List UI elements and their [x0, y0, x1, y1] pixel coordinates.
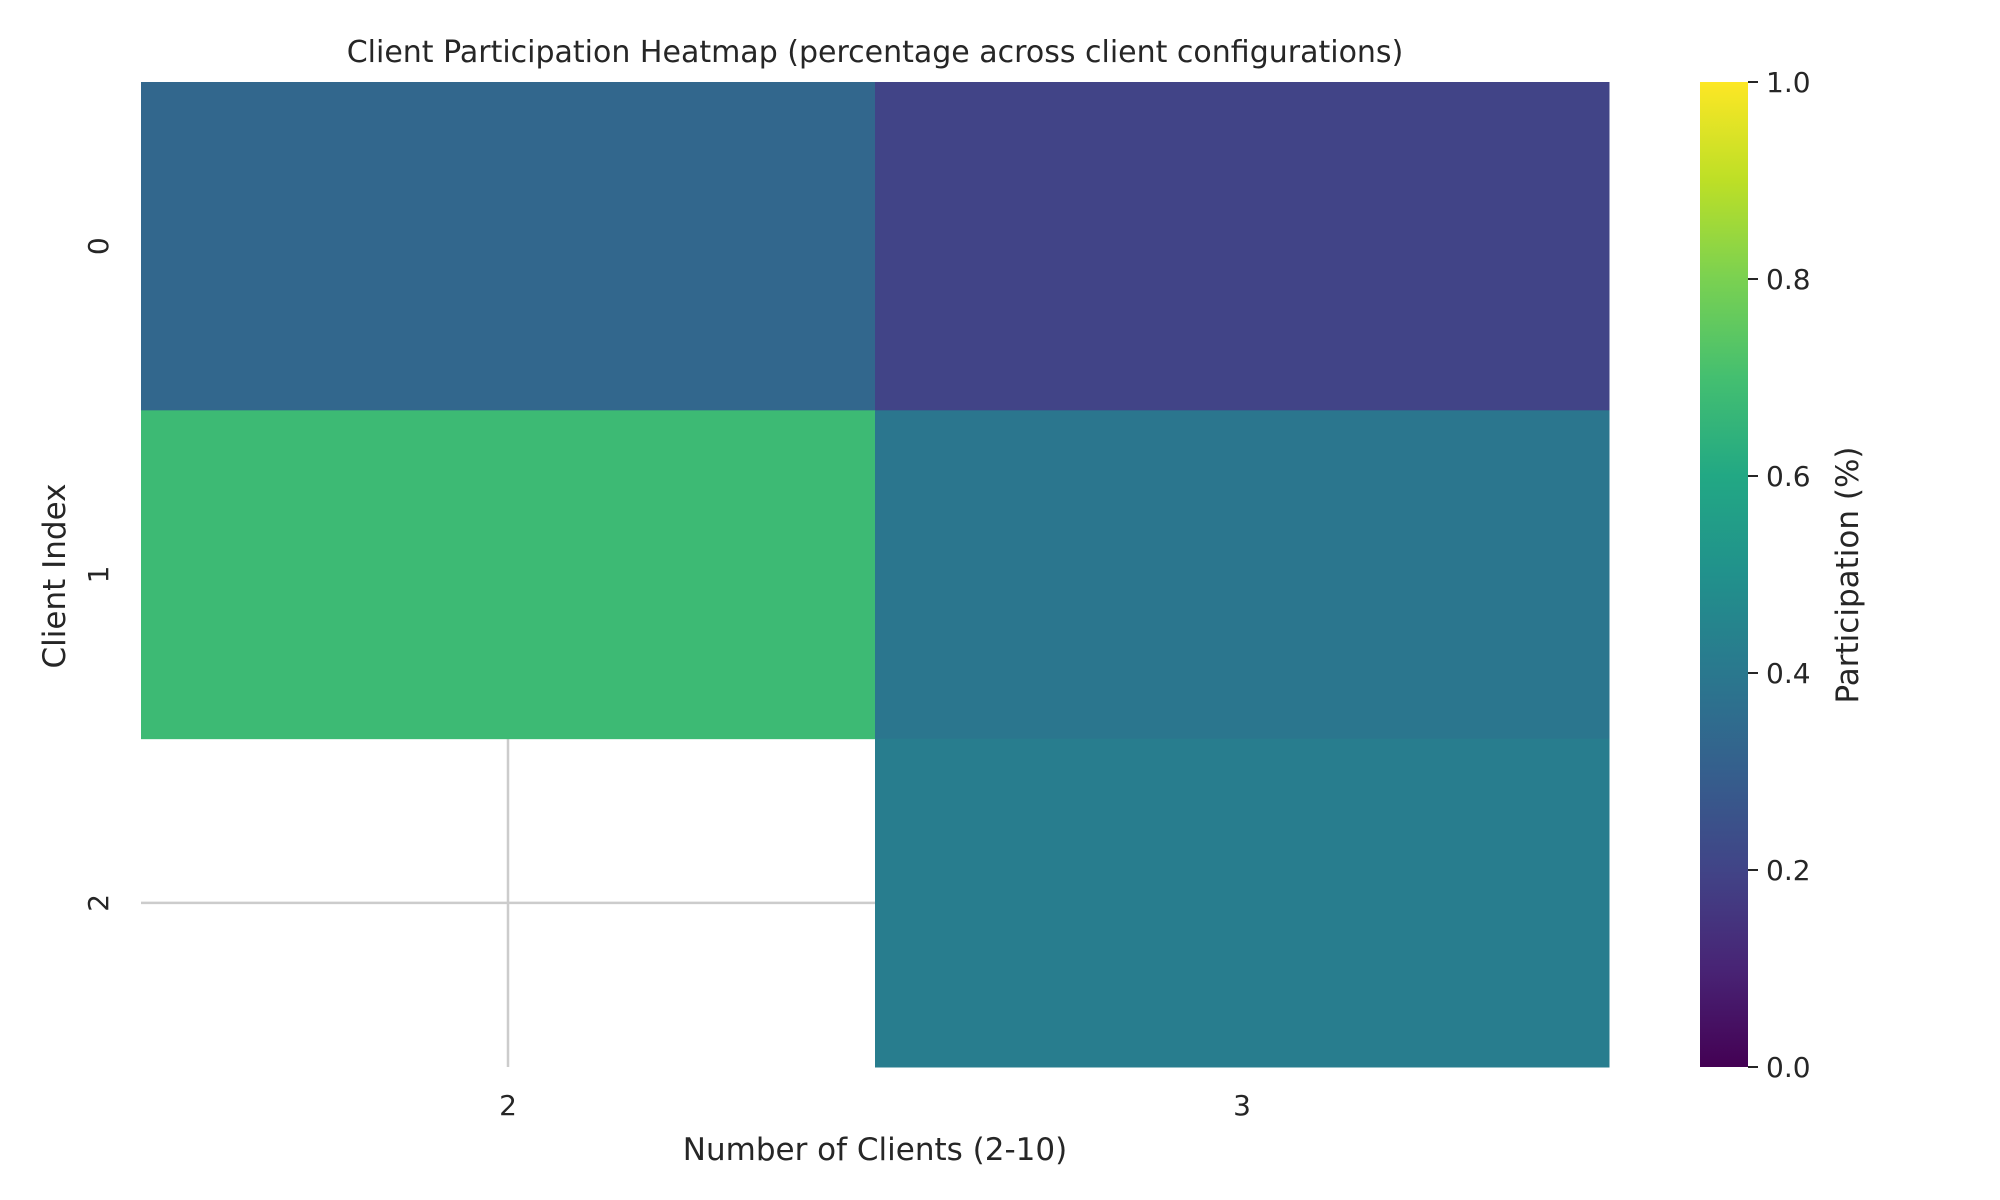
colorbar — [1700, 82, 1748, 1067]
y-tick-label: 0 — [82, 237, 115, 255]
colorbar-tick-label: 0.4 — [1766, 657, 1811, 690]
y-tick-label: 2 — [82, 894, 115, 912]
colorbar-tick-label: 0.8 — [1766, 263, 1811, 296]
heatmap-cell — [141, 410, 876, 740]
colorbar-tick-label: 0.2 — [1766, 854, 1811, 887]
colorbar-label: Participation (%) — [1830, 446, 1866, 703]
heatmap-cell — [875, 738, 1610, 1068]
x-tick-label: 2 — [499, 1089, 517, 1122]
heatmap-cells — [141, 82, 1610, 1068]
chart-title: Client Participation Heatmap (percentage… — [347, 35, 1404, 70]
heatmap-cell — [141, 82, 876, 411]
colorbar-tick-label: 0.0 — [1766, 1051, 1811, 1084]
y-axis-ticks: 0 1 2 — [82, 237, 115, 911]
x-axis-label: Number of Clients (2-10) — [683, 1132, 1067, 1168]
colorbar-tick-label: 1.0 — [1766, 66, 1811, 99]
colorbar-ticks: 0.0 0.2 0.4 0.6 0.8 1.0 — [1748, 66, 1811, 1084]
x-tick-label: 3 — [1233, 1089, 1251, 1122]
y-tick-label: 1 — [82, 566, 115, 584]
heatmap-cell — [875, 82, 1610, 411]
y-axis-label: Client Index — [37, 484, 73, 669]
heatmap-cell — [875, 410, 1610, 740]
colorbar-tick-label: 0.6 — [1766, 460, 1811, 493]
